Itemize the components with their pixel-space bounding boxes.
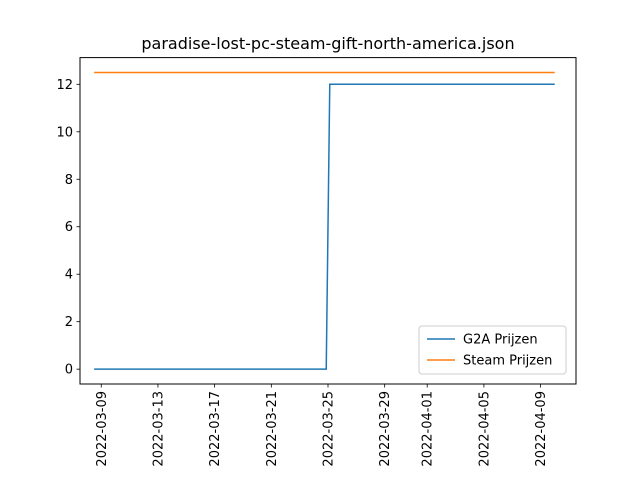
x-tick-label: 2022-03-17 [208, 391, 223, 467]
series-layer [94, 71, 555, 370]
y-tick-label: 4 [65, 268, 73, 283]
legend-label: G2A Prijzen [463, 333, 538, 348]
x-tick-label: 2022-03-09 [95, 391, 110, 467]
legend-label: Steam Prijzen [463, 354, 552, 369]
x-tick-label: 2022-04-01 [421, 391, 436, 467]
y-tick-label: 8 [65, 173, 73, 188]
x-tick-label: 2022-04-05 [477, 391, 492, 467]
series-line-1 [94, 83, 555, 370]
x-tick-label: 2022-03-21 [265, 391, 280, 467]
legend: G2A Prijzen Steam Prijzen [418, 325, 567, 375]
y-tick-label: 10 [56, 125, 73, 140]
y-axis: 0 2 4 6 8 10 12 [56, 78, 80, 378]
x-axis: 2022-03-09 2022-03-13 2022-03-17 2022-03-21… [95, 384, 549, 467]
x-tick-label: 2022-04-09 [534, 391, 549, 467]
y-tick-label: 0 [65, 363, 73, 378]
chart-title: paradise-lost-pc-steam-gift-north-americ… [141, 34, 514, 53]
x-tick-label: 2022-03-29 [378, 391, 393, 467]
x-tick-label: 2022-03-13 [151, 391, 166, 467]
y-tick-label: 6 [65, 220, 73, 235]
legend-box [418, 325, 567, 375]
x-tick-label: 2022-03-25 [322, 391, 337, 467]
y-tick-label: 12 [56, 78, 73, 93]
y-tick-label: 2 [65, 315, 73, 330]
